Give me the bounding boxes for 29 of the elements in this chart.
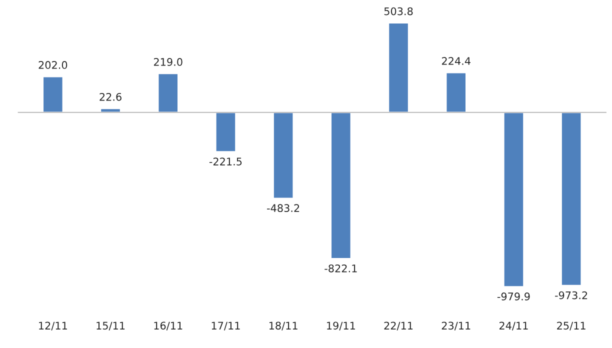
data-label: -221.5 [209,158,242,166]
x-tick-label: 15/11 [96,322,125,330]
data-label: 219.0 [154,58,182,66]
bar [157,72,179,114]
x-tick-label: 23/11 [442,322,470,330]
x-tick-label: 16/11 [154,322,182,330]
x-tick-label: 25/11 [557,322,586,330]
data-label: 503.8 [384,7,413,16]
data-label: -979.9 [497,292,530,300]
data-label: 202.0 [38,61,68,69]
bar [502,112,524,288]
data-label: -973.2 [555,291,588,300]
bar [445,72,467,114]
data-label: 22.6 [100,92,122,101]
data-label: -483.2 [267,204,300,212]
x-tick-label: 19/11 [327,322,355,330]
x-tick-label: 12/11 [39,322,67,330]
x-tick-label: 22/11 [384,322,413,330]
bar [42,76,64,114]
x-tick-label: 24/11 [499,322,528,330]
bar [330,112,352,260]
x-tick-label: 17/11 [212,322,240,330]
bar [560,112,582,286]
bar [272,112,294,200]
bar [388,22,410,114]
x-tick-label: 18/11 [269,322,298,330]
data-label: 224.4 [442,57,470,65]
bar [214,112,236,153]
data-label: -822.1 [324,264,357,272]
